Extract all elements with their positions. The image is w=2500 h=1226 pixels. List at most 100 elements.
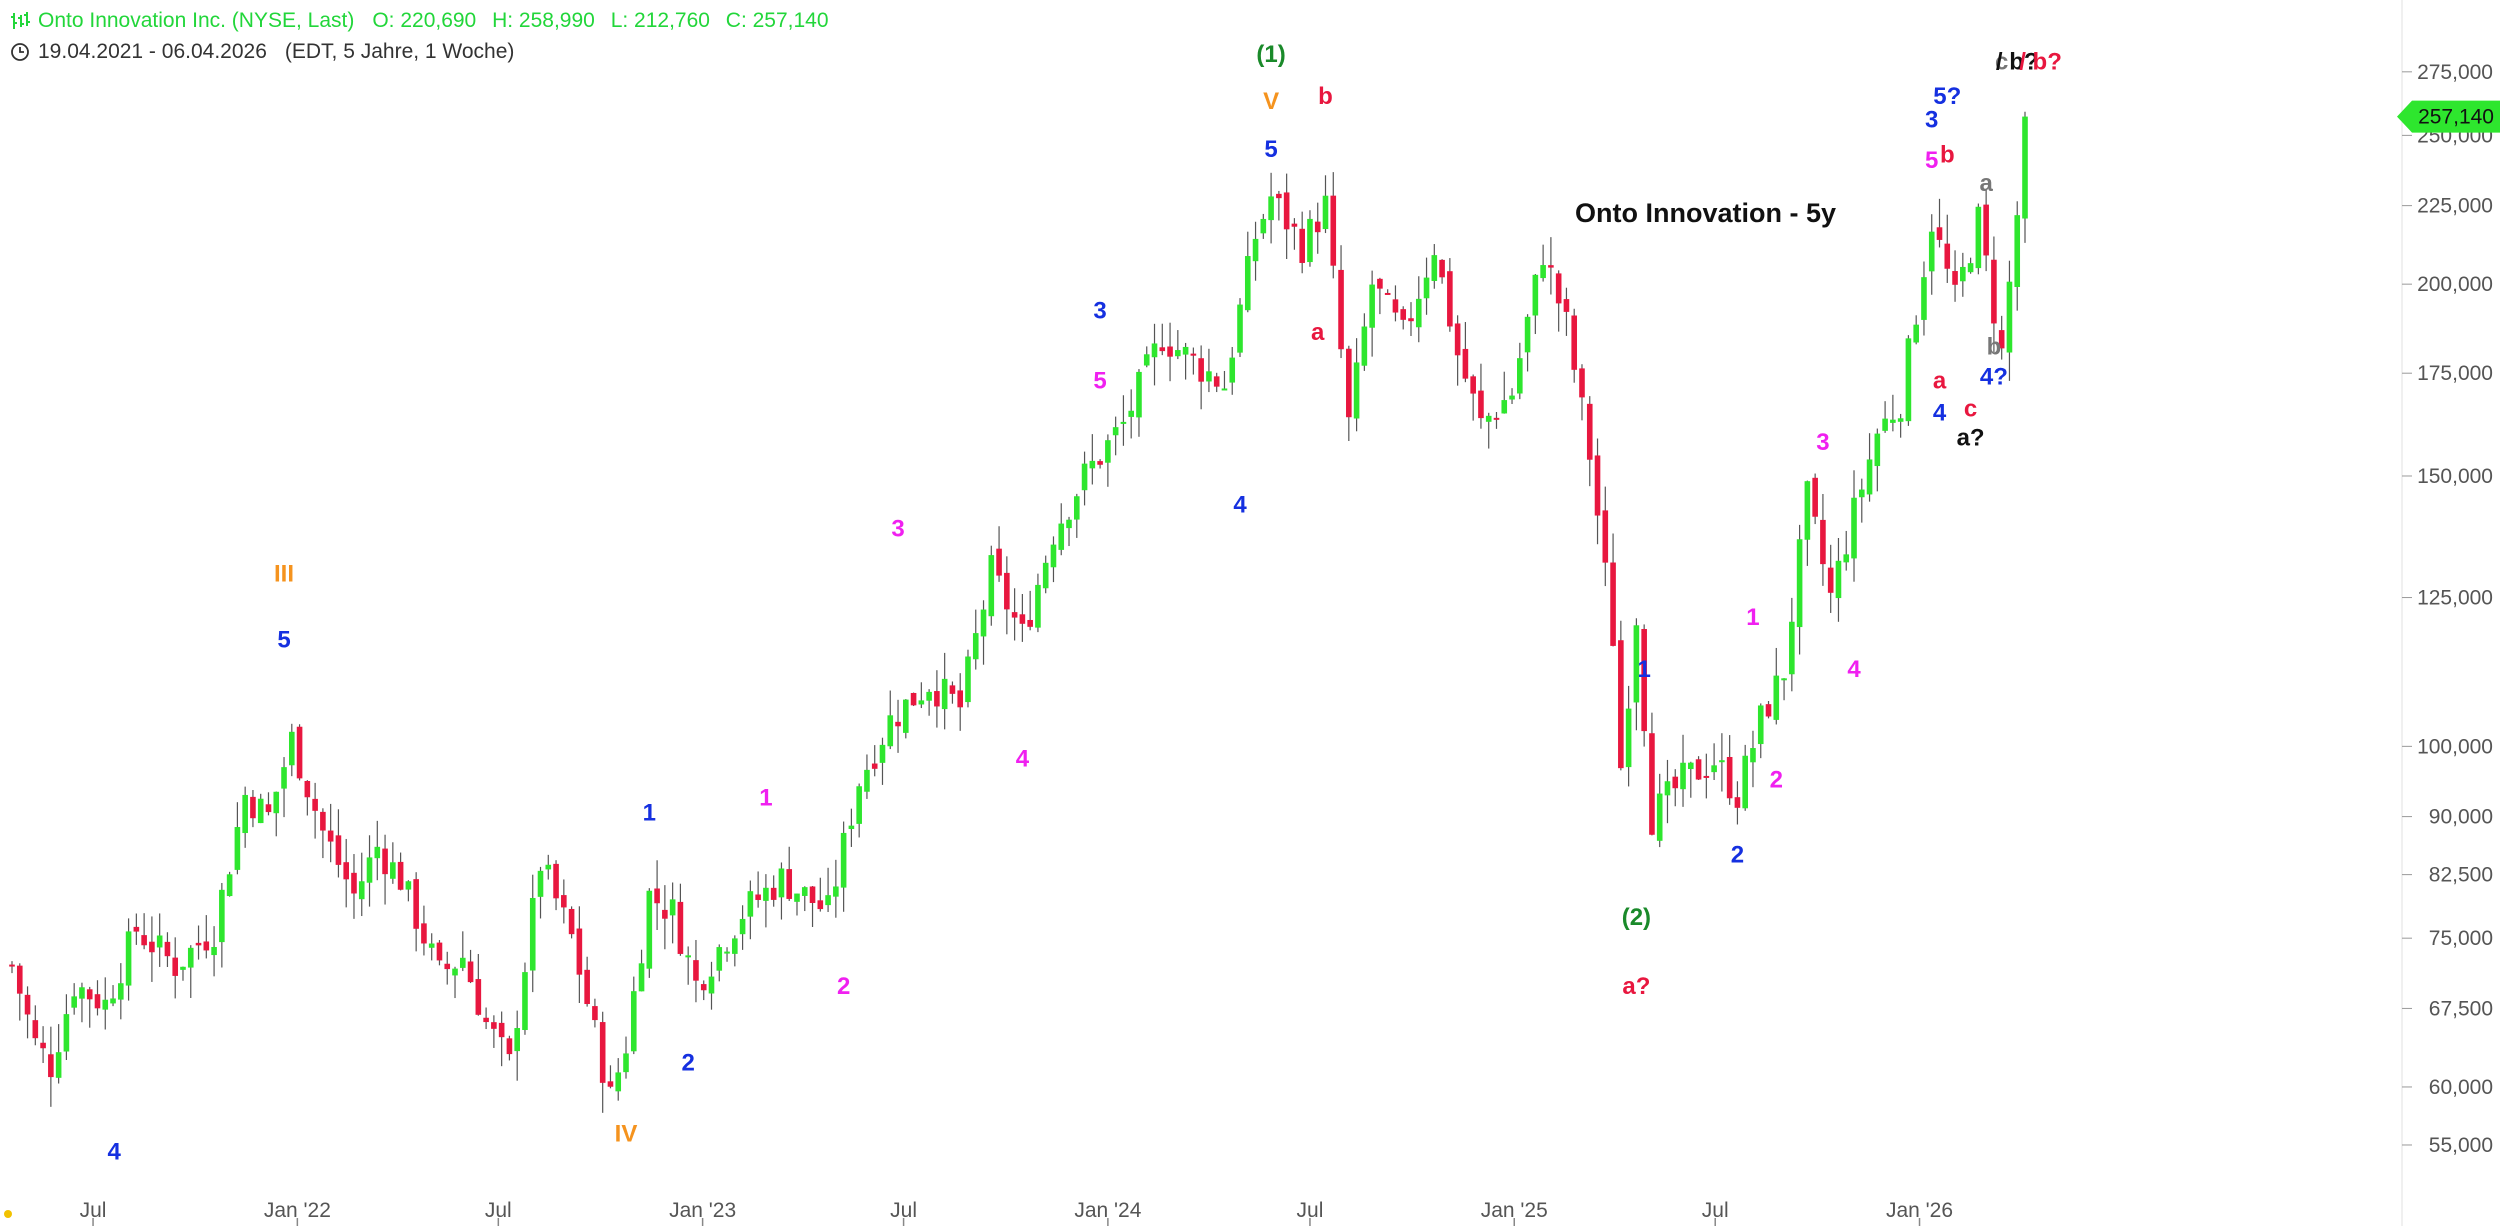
candle-up <box>1773 675 1780 720</box>
wave-label: 4 <box>1233 492 1247 519</box>
wave-label: V <box>1263 88 1279 115</box>
candle-down <box>1944 243 1951 269</box>
candle-down <box>561 895 567 908</box>
candle-up <box>988 555 995 617</box>
candle-up <box>1415 298 1422 328</box>
candle-up <box>1485 415 1492 422</box>
candle-down <box>436 942 443 961</box>
candle-up <box>1796 539 1803 628</box>
wave-label: 1 <box>1746 604 1759 631</box>
candle-up <box>1960 266 1966 282</box>
candle-up <box>219 889 225 943</box>
candle-up <box>1120 421 1127 424</box>
candle-up <box>972 633 979 660</box>
candle-up <box>732 938 738 954</box>
wave-label: a? <box>1622 973 1650 1000</box>
candle-down <box>1384 292 1391 295</box>
candle-up <box>1128 410 1134 417</box>
instrument-name: Onto Innovation Inc. (NYSE, Last) <box>38 9 355 32</box>
high-value: H: 258,990 <box>492 9 595 32</box>
candle-down <box>1019 614 1026 624</box>
candle-down <box>693 960 699 981</box>
candle-up <box>1656 793 1663 841</box>
price-axis: 275,000250,000225,000200,000175,000150,0… <box>2402 61 2493 1157</box>
candle-down <box>996 548 1002 576</box>
candle-down <box>553 863 559 899</box>
candle-up <box>1625 708 1632 768</box>
candle-up <box>2014 215 2021 287</box>
candle-up <box>529 897 536 971</box>
candle-up <box>405 881 412 890</box>
candle-down <box>320 811 326 831</box>
candle-up <box>926 691 932 701</box>
candle-up <box>71 996 77 1008</box>
candle-down <box>755 894 761 900</box>
candle-down <box>172 957 179 976</box>
candle-down <box>1602 510 1609 563</box>
x-tick-label: Jul <box>1702 1199 1729 1222</box>
candle-up <box>1206 371 1212 382</box>
candle-up <box>980 609 987 637</box>
candle-up <box>1913 324 1919 343</box>
candle-up <box>1237 304 1243 353</box>
candle-down <box>1765 704 1772 717</box>
candle-up <box>1843 554 1850 563</box>
candle-up <box>903 699 909 733</box>
candle-down <box>934 691 940 707</box>
close-value: C: 257,140 <box>725 9 829 32</box>
candle-down <box>94 994 101 1009</box>
wave-label: IV <box>615 1120 638 1147</box>
candle-up <box>63 1014 70 1052</box>
candle-down <box>250 796 256 819</box>
candle-up <box>1252 238 1259 262</box>
candle-up <box>1105 440 1111 463</box>
candle-up <box>452 968 458 976</box>
candle-down <box>1097 461 1103 465</box>
candle-up <box>1928 231 1935 272</box>
candle-down <box>1190 353 1197 356</box>
candle-down <box>1726 756 1733 799</box>
candle-down <box>1548 265 1554 268</box>
candle-up <box>716 947 723 971</box>
candle-up <box>669 899 676 916</box>
candle-up <box>794 893 800 902</box>
candle-down <box>1571 315 1578 370</box>
candle-down <box>1952 271 1958 285</box>
candle-up <box>1905 338 1912 422</box>
candle-down <box>1447 271 1453 327</box>
candle-up <box>1633 625 1640 703</box>
candle-down <box>1812 477 1818 517</box>
candle-down <box>592 1006 598 1021</box>
wave-label: (2) <box>1622 904 1651 931</box>
y-tick-label: 125,000 <box>2417 587 2493 610</box>
candle-up <box>514 1028 520 1052</box>
candle-up <box>1229 357 1236 383</box>
candle-down <box>871 763 878 769</box>
candle-down <box>164 941 171 957</box>
candle-up <box>1757 705 1764 745</box>
x-tick-label: Jan '26 <box>1886 1199 1953 1222</box>
candle-down <box>1820 519 1826 565</box>
candle-down <box>1579 368 1585 398</box>
candle-up <box>1501 400 1508 414</box>
candle-up <box>1260 218 1267 234</box>
candle-up <box>1851 497 1857 559</box>
candle-down <box>498 1022 505 1038</box>
candle-up <box>739 918 746 935</box>
candle-down <box>568 908 575 935</box>
candle-up <box>156 935 163 948</box>
wave-label: 5 <box>1264 136 1277 163</box>
candle-up <box>623 1053 629 1073</box>
wave-label: c <box>1995 48 2008 75</box>
x-tick-label: Jul <box>890 1199 917 1222</box>
wave-label: a <box>1311 319 1325 346</box>
y-tick-label: 60,000 <box>2429 1076 2493 1099</box>
candle-down <box>1346 348 1352 418</box>
candle-up <box>879 744 886 763</box>
candle-up <box>840 832 847 888</box>
candle-up <box>1175 350 1181 357</box>
candle-down <box>910 692 917 706</box>
candle-down <box>1408 318 1414 322</box>
candle-down <box>1299 228 1305 263</box>
